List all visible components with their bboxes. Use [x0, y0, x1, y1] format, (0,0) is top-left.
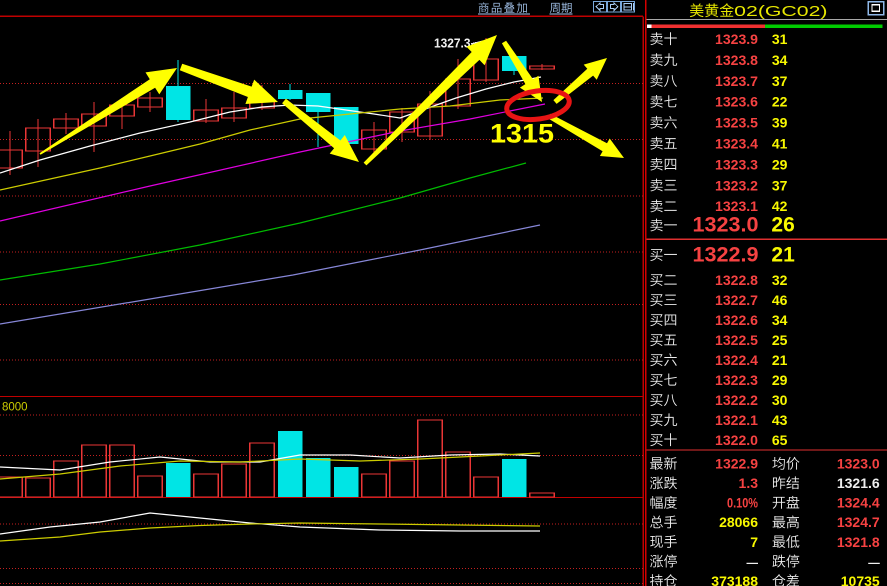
svg-text:43: 43: [772, 412, 788, 428]
svg-text:1323.5: 1323.5: [715, 115, 758, 131]
svg-text:29: 29: [772, 372, 788, 388]
svg-text:1324.7: 1324.7: [837, 514, 880, 530]
svg-text:34: 34: [772, 312, 788, 328]
svg-text:1327.3: 1327.3: [434, 36, 471, 51]
svg-text:1322.4: 1322.4: [715, 352, 758, 368]
svg-text:1321.6: 1321.6: [837, 475, 880, 491]
svg-text:41: 41: [772, 136, 788, 152]
svg-text:8000: 8000: [2, 402, 28, 414]
svg-text:39: 39: [772, 115, 788, 131]
svg-text:21: 21: [772, 352, 788, 368]
svg-text:1323.3: 1323.3: [715, 156, 758, 172]
svg-text:1323.2: 1323.2: [715, 177, 758, 193]
svg-text:0.10%: 0.10%: [727, 495, 758, 511]
svg-text:373188: 373188: [711, 573, 758, 586]
svg-text:1322.1: 1322.1: [715, 412, 758, 428]
svg-text:1322.9: 1322.9: [693, 243, 759, 266]
svg-text:42: 42: [772, 198, 788, 214]
svg-text:1323.6: 1323.6: [715, 94, 758, 110]
svg-text:1323.7: 1323.7: [715, 73, 758, 89]
svg-text:34: 34: [772, 52, 788, 68]
svg-text:—: —: [868, 557, 880, 569]
svg-text:1322.2: 1322.2: [715, 392, 758, 408]
svg-text:46: 46: [772, 292, 788, 308]
svg-text:1322.0: 1322.0: [715, 432, 758, 448]
svg-text:1323.0: 1323.0: [693, 214, 759, 237]
svg-text:1322.7: 1322.7: [715, 292, 758, 308]
svg-text:—: —: [747, 557, 759, 569]
svg-text:1322.3: 1322.3: [715, 372, 758, 388]
svg-text:1322.6: 1322.6: [715, 312, 758, 328]
svg-text:25: 25: [772, 332, 788, 348]
svg-text:32: 32: [772, 272, 788, 288]
svg-text:1322.9: 1322.9: [715, 456, 758, 472]
svg-text:1323.0: 1323.0: [837, 456, 880, 472]
svg-text:1315: 1315: [490, 119, 554, 149]
svg-text:1324.4: 1324.4: [837, 495, 880, 511]
svg-text:1323.9: 1323.9: [715, 31, 758, 47]
svg-text:1.3: 1.3: [739, 475, 759, 491]
svg-text:22: 22: [772, 94, 788, 110]
svg-text:7: 7: [750, 534, 758, 550]
svg-text:1321.8: 1321.8: [837, 534, 880, 550]
svg-text:1322.5: 1322.5: [715, 332, 758, 348]
svg-text:26: 26: [771, 214, 794, 237]
svg-text:1323.1: 1323.1: [715, 198, 758, 214]
svg-text:21: 21: [771, 243, 795, 266]
svg-text:65: 65: [772, 432, 788, 448]
svg-text:02(GC02): 02(GC02): [734, 3, 827, 20]
svg-text:37: 37: [772, 73, 788, 89]
svg-text:28066: 28066: [719, 514, 758, 530]
svg-text:29: 29: [772, 156, 788, 172]
svg-text:31: 31: [772, 31, 788, 47]
svg-text:1322.8: 1322.8: [715, 272, 758, 288]
svg-text:10735: 10735: [841, 573, 880, 586]
svg-text:30: 30: [772, 392, 788, 408]
svg-text:37: 37: [772, 177, 788, 193]
svg-text:1323.4: 1323.4: [715, 136, 758, 152]
svg-text:1323.8: 1323.8: [715, 52, 758, 68]
